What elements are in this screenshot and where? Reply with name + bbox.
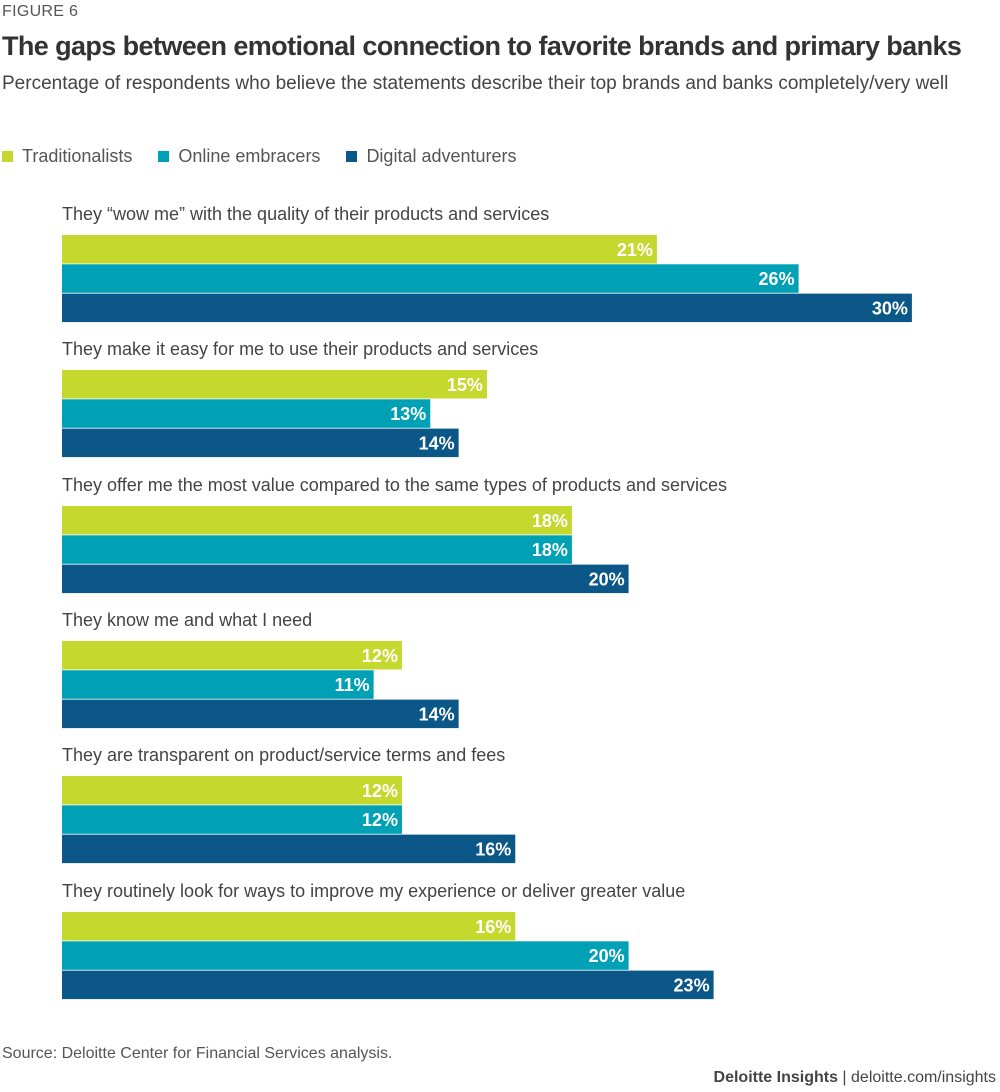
data-label: 12% bbox=[362, 810, 398, 830]
category-label: They “wow me” with the quality of their … bbox=[62, 204, 549, 224]
bar bbox=[62, 506, 572, 535]
footer-separator: | bbox=[842, 1069, 847, 1086]
bar bbox=[62, 970, 714, 1000]
data-label: 30% bbox=[872, 298, 908, 318]
bar bbox=[62, 834, 516, 864]
footer-brand: Deloitte Insights bbox=[713, 1069, 838, 1086]
data-label: 12% bbox=[362, 781, 398, 801]
bar bbox=[62, 670, 374, 699]
category-label: They are transparent on product/service … bbox=[62, 745, 505, 765]
data-label: 11% bbox=[335, 675, 370, 695]
legend-item-online-embracers: Online embracers bbox=[158, 146, 320, 167]
legend-label: Traditionalists bbox=[22, 145, 133, 166]
data-label: 21% bbox=[617, 240, 653, 260]
legend: Traditionalists Online embracers Digital… bbox=[2, 145, 543, 167]
legend-label: Online embracers bbox=[178, 145, 321, 166]
data-label: 12% bbox=[362, 646, 398, 666]
data-label: 14% bbox=[419, 433, 455, 453]
footer-link[interactable]: deloitte.com/insights bbox=[851, 1069, 996, 1086]
bar bbox=[62, 641, 402, 670]
legend-item-digital-adventurers: Digital adventurers bbox=[346, 145, 517, 167]
bar bbox=[62, 912, 516, 941]
category-label: They know me and what I need bbox=[62, 610, 312, 630]
footer: Deloitte Insights | deloitte.com/insight… bbox=[714, 1069, 996, 1087]
data-label: 20% bbox=[589, 946, 625, 966]
bar bbox=[62, 535, 572, 564]
bar bbox=[62, 776, 402, 805]
legend-swatch bbox=[346, 150, 358, 162]
bar bbox=[62, 941, 629, 970]
bar bbox=[62, 235, 657, 264]
data-label: 14% bbox=[419, 704, 455, 724]
category-label: They routinely look for ways to improve … bbox=[62, 881, 685, 901]
category-label: They make it easy for me to use their pr… bbox=[62, 339, 538, 359]
data-label: 18% bbox=[532, 511, 568, 531]
figure-label: FIGURE 6 bbox=[2, 3, 79, 20]
bar bbox=[62, 264, 799, 293]
data-label: 13% bbox=[390, 404, 426, 424]
bar bbox=[62, 805, 402, 834]
legend-swatch bbox=[2, 150, 13, 162]
chart-subtitle: Percentage of respondents who believe th… bbox=[2, 73, 949, 94]
category-label: They offer me the most value compared to… bbox=[62, 475, 727, 495]
legend-swatch bbox=[158, 150, 170, 162]
bar-chart: They “wow me” with the quality of their … bbox=[62, 204, 912, 1000]
data-label: 26% bbox=[759, 269, 795, 289]
bar bbox=[62, 699, 459, 729]
bar bbox=[62, 370, 487, 399]
data-label: 16% bbox=[475, 839, 511, 859]
bar bbox=[62, 293, 912, 323]
legend-item-traditionalists: Traditionalists bbox=[2, 146, 132, 167]
bar bbox=[62, 564, 629, 594]
data-label: 15% bbox=[447, 375, 483, 395]
data-label: 18% bbox=[532, 540, 568, 560]
bar bbox=[62, 399, 431, 428]
data-label: 23% bbox=[674, 975, 710, 995]
legend-label: Digital adventurers bbox=[366, 145, 517, 166]
chart-title: The gaps between emotional connection to… bbox=[2, 31, 962, 61]
data-label: 16% bbox=[475, 917, 511, 937]
bar bbox=[62, 428, 459, 458]
source-note: Source: Deloitte Center for Financial Se… bbox=[2, 1045, 393, 1062]
data-label: 20% bbox=[589, 569, 625, 589]
